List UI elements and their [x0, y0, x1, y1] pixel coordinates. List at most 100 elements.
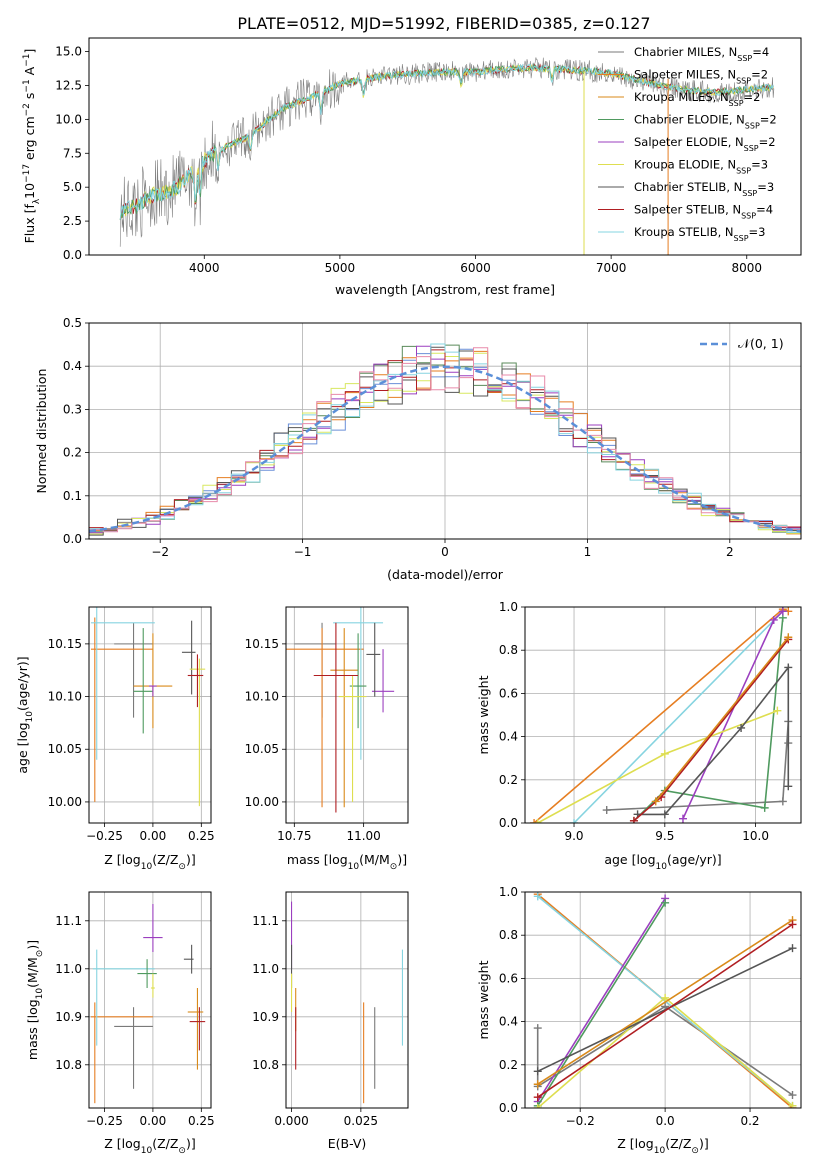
- y-axis-label-part: Flux [f: [22, 204, 37, 244]
- y-tick-label: 10.9: [55, 1010, 82, 1024]
- x-axis-label-part: (M/M: [359, 852, 390, 867]
- y-tick-label: 5.0: [63, 180, 82, 194]
- y-tick-label: 0.4: [63, 359, 82, 373]
- y-tick-label: 11.1: [55, 914, 82, 928]
- y-axis-label: Normed distribution: [34, 369, 49, 494]
- legend-label: Salpeter ELODIE, NSSP=2: [634, 135, 776, 153]
- x-axis-label: Z [log10(Z/Z⊙)]: [617, 1136, 708, 1156]
- x-tick-label: 6000: [460, 261, 491, 275]
- x-tick-label: 0.2: [740, 1114, 759, 1128]
- x-tick-label: 2: [726, 545, 734, 559]
- x-tick-label: −0.2: [566, 1114, 595, 1128]
- legend-label: Salpeter MILES, NSSP=2: [634, 68, 768, 86]
- plot-area: [530, 607, 793, 823]
- legend-label-sub: SSP: [742, 189, 757, 198]
- y-tick-label: 0.5: [63, 316, 82, 330]
- legend-label-name: Kroupa ELODIE, N: [634, 158, 736, 172]
- y-tick-label: 10.15: [245, 637, 279, 651]
- legend-label: Kroupa STELIB, NSSP=3: [634, 225, 765, 243]
- axes-frame: [88, 322, 802, 540]
- x-axis-label-part: 10: [141, 862, 153, 872]
- x-tick-label: 10.0: [742, 829, 769, 843]
- y-tick-label: 10.15: [48, 637, 82, 651]
- x-tick-label: 8000: [731, 261, 762, 275]
- mass-weight-marker: [788, 944, 797, 953]
- legend-label-count: =2: [751, 68, 768, 82]
- model-spectrum-line: [119, 63, 774, 220]
- x-tick-label: 0.0: [656, 1114, 675, 1128]
- mass-weight-marker: [661, 993, 670, 1002]
- x-tick-label: 10.75: [277, 829, 311, 843]
- legend-label: Chabrier STELIB, NSSP=3: [634, 180, 774, 198]
- plot-area: [90, 607, 206, 807]
- x-tick-label: −2: [151, 545, 169, 559]
- x-axis-label-part: 10: [654, 1146, 666, 1156]
- mass-weight-marker: [533, 1104, 542, 1108]
- y-tick-label: 0.2: [63, 446, 82, 460]
- mass-weight-marker: [760, 803, 769, 812]
- legend-label: 𝒩(0, 1): [738, 336, 784, 351]
- x-tick-label: −0.25: [86, 1114, 123, 1128]
- mass-weight-marker: [660, 749, 669, 758]
- x-axis-label-part: )]: [186, 852, 196, 867]
- y-axis-label-part: −2: [22, 103, 32, 116]
- histogram-step-line: [89, 347, 801, 533]
- y-tick-label: 0.6: [499, 971, 518, 985]
- x-tick-label: 5000: [325, 261, 356, 275]
- mass-weight-marker: [784, 633, 793, 642]
- x-axis-label: Z [log10(Z/Z⊙)]: [104, 852, 195, 872]
- x-axis-label-part: )]: [699, 1136, 709, 1151]
- y-tick-label: 12.5: [55, 78, 82, 92]
- x-axis-label-part: ⊙: [178, 1146, 186, 1156]
- legend-label-name: Kroupa STELIB, N: [634, 225, 734, 239]
- legend-label-sub: SSP: [741, 211, 756, 220]
- y-tick-label: 0.8: [499, 928, 518, 942]
- legend-label-count: =3: [749, 225, 766, 239]
- legend-label-name: Salpeter MILES, N: [634, 68, 736, 82]
- x-axis-label-part: Z [log: [104, 1136, 140, 1151]
- y-tick-label: 10.8: [55, 1058, 82, 1072]
- y-tick-label: 11.1: [252, 914, 279, 928]
- legend-label-name: Salpeter ELODIE, N: [634, 135, 744, 149]
- mass-weight-marker: [533, 1080, 542, 1089]
- legend-label-sub: SSP: [736, 166, 751, 175]
- figure-title: PLATE=0512, MJD=51992, FIBERID=0385, z=0…: [237, 14, 650, 33]
- legend-label-sub: SSP: [734, 234, 749, 243]
- axes-frame: [88, 891, 212, 1109]
- mass-weight-line: [536, 1005, 793, 1096]
- y-tick-label: 10.0: [55, 112, 82, 126]
- y-tick-label: 0.1: [63, 489, 82, 503]
- y-tick-label: 10.00: [245, 795, 279, 809]
- mass-weight-marker: [602, 806, 611, 815]
- age-mass-weight-panel: 9.0 9.5 10.0 0.0 0.2 0.4 0.6 0.8 1.0 age [log10(a…: [476, 600, 802, 872]
- x-axis-label: mass [log10(M/M⊙)]: [287, 852, 407, 872]
- legend-label-name: Kroupa MILES, N: [634, 90, 729, 104]
- mass-weight-marker: [651, 797, 660, 806]
- x-axis-label-part: 10: [141, 1146, 153, 1156]
- x-axis-label-part: ⊙: [691, 1146, 699, 1156]
- y-axis-label-part: 10: [25, 711, 35, 723]
- y-tick-label: 1.0: [499, 600, 518, 614]
- y-tick-label: 0.6: [499, 686, 518, 700]
- y-tick-label: 0.2: [499, 773, 518, 787]
- legend-label-name: Chabrier MILES, N: [634, 45, 737, 59]
- plot-area: [286, 607, 395, 813]
- y-axis-label-part: (M/M: [25, 957, 40, 988]
- x-axis-label: E(B-V): [328, 1136, 367, 1151]
- y-tick-label: 11.0: [55, 962, 82, 976]
- x-tick-label: 1: [584, 545, 592, 559]
- x-axis-label-part: )]: [397, 852, 407, 867]
- y-tick-label: 10.10: [48, 690, 82, 704]
- mass-weight-marker: [533, 1093, 542, 1102]
- y-axis-label-part: −17: [22, 164, 32, 183]
- y-tick-label: 0.8: [499, 643, 518, 657]
- x-axis-label-part: age [log: [604, 852, 655, 867]
- mass-weight-line: [537, 902, 666, 1107]
- axes-frame: [524, 606, 802, 824]
- y-axis-label: Flux [fλ10−17 erg cm−2 s−1 A−1]: [22, 49, 42, 244]
- x-tick-label: 0.025: [344, 1114, 378, 1128]
- residual-histogram-panel: −2 −1 0 1 2 0.0 0.1 0.2 0.3 0.4 0.5 (data-model)/er…: [34, 316, 802, 582]
- z-mass-weight-panel: −0.2 0.0 0.2 0.0 0.2 0.4 0.6 0.8 1.0 Z [log10(Z/Z…: [476, 885, 802, 1156]
- legend-label-count: =2: [759, 135, 776, 149]
